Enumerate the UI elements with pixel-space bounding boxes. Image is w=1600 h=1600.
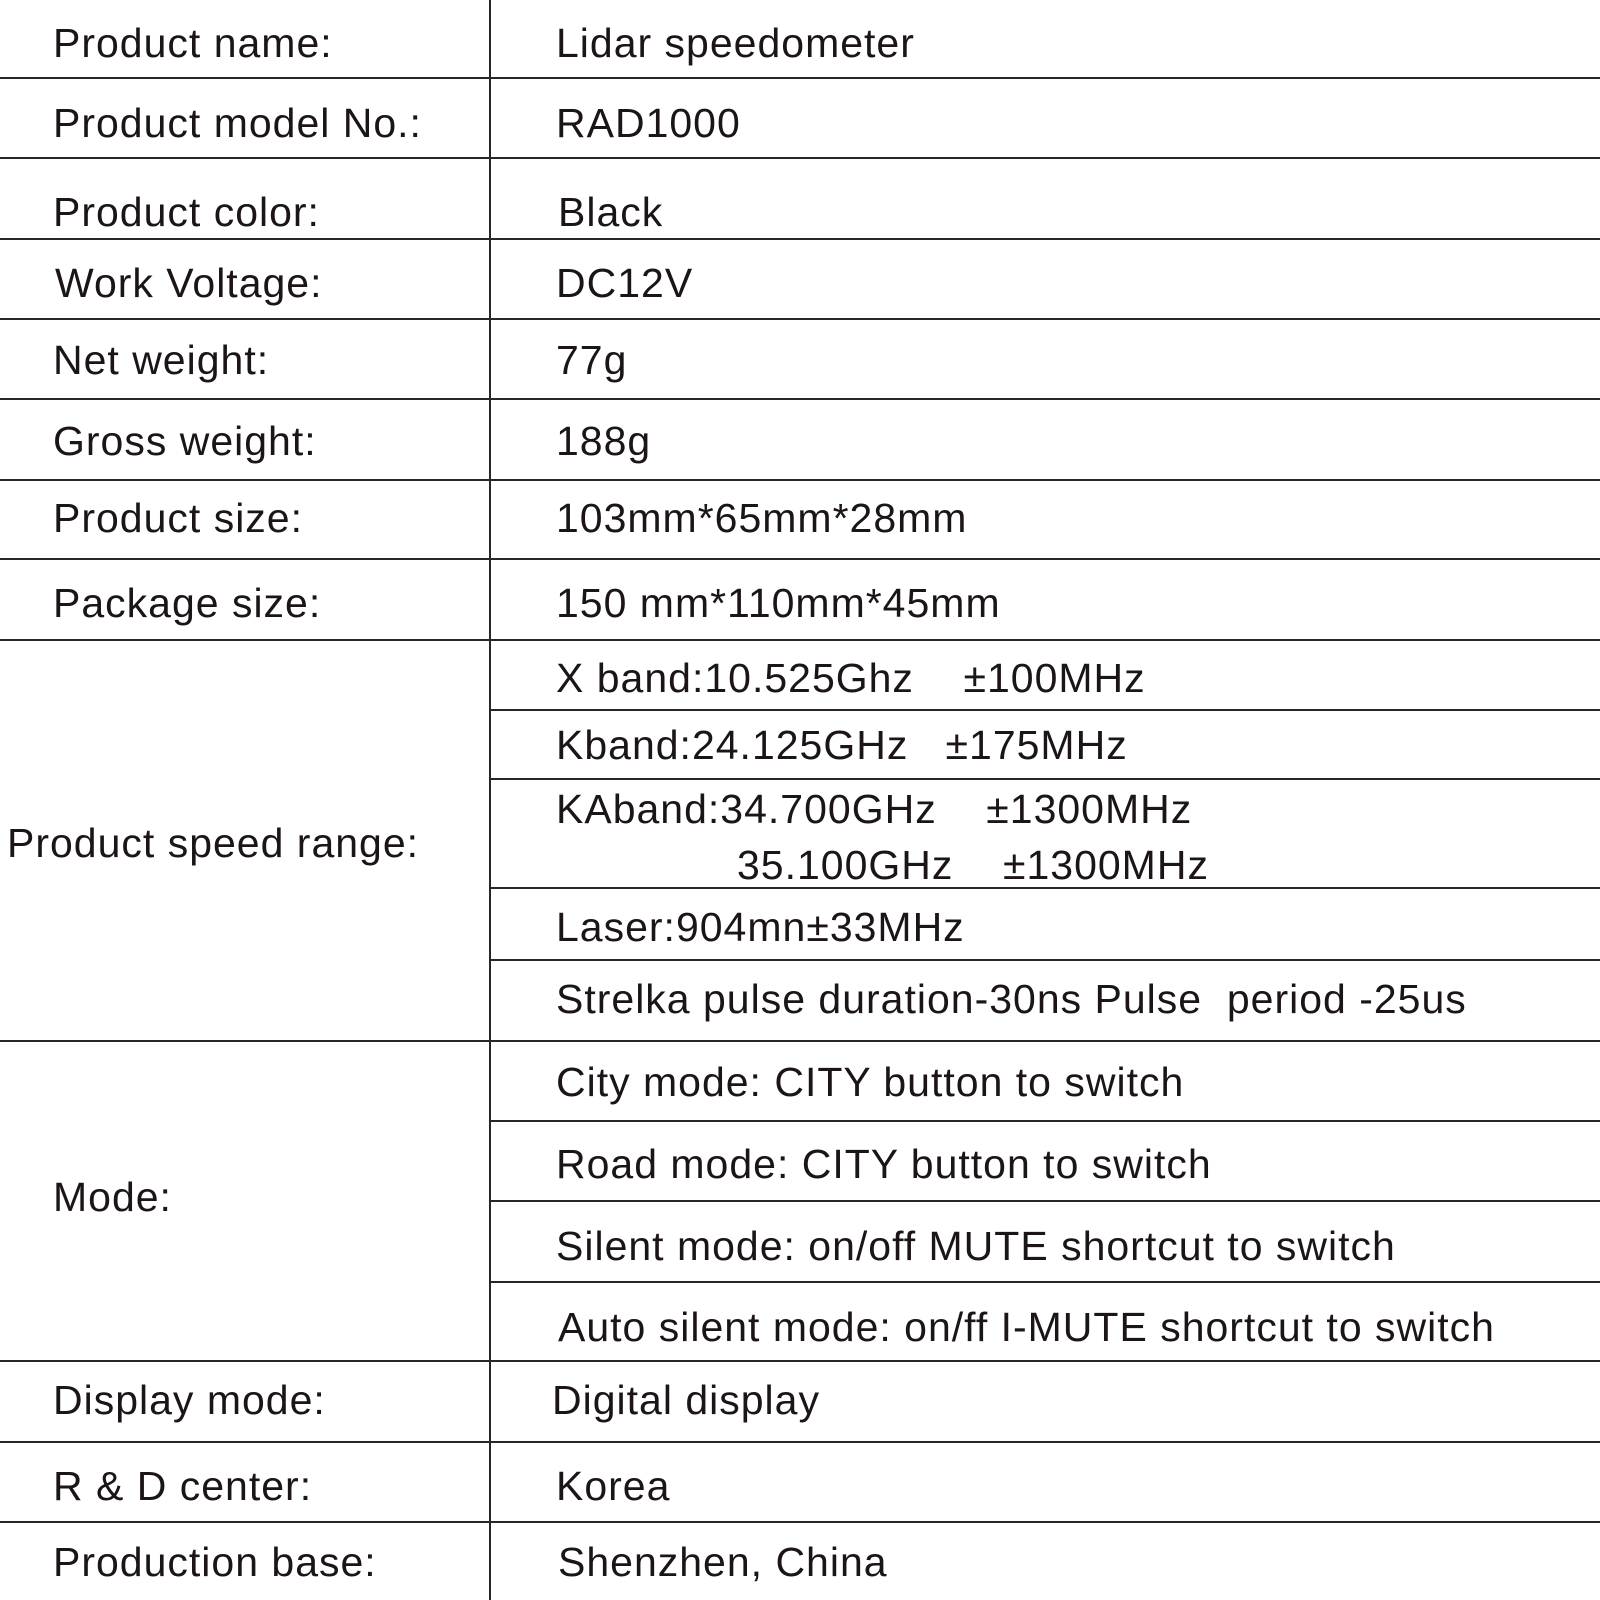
value-auto-silent-mode: Auto silent mode: on/ff I-MUTE shortcut … xyxy=(558,1304,1495,1350)
row-divider xyxy=(0,398,1600,400)
label-product-name: Product name: xyxy=(53,20,333,66)
label-display-mode: Display mode: xyxy=(53,1377,326,1423)
value-rd-center: Korea xyxy=(556,1463,671,1509)
row-divider xyxy=(490,1200,1600,1202)
value-gross-weight: 188g xyxy=(556,418,652,464)
row-divider xyxy=(490,778,1600,780)
label-speed-range: Product speed range: xyxy=(7,820,420,866)
row-divider xyxy=(0,1441,1600,1443)
value-display-mode: Digital display xyxy=(552,1377,820,1423)
value-city-mode: City mode: CITY button to switch xyxy=(556,1059,1185,1105)
label-gross-weight: Gross weight: xyxy=(53,418,317,464)
value-silent-mode: Silent mode: on/off MUTE shortcut to swi… xyxy=(556,1223,1396,1269)
label-color: Product color: xyxy=(53,189,320,235)
value-laser: Laser:904mn±33MHz xyxy=(556,904,965,950)
label-net-weight: Net weight: xyxy=(53,337,270,383)
value-color: Black xyxy=(558,189,664,235)
row-divider xyxy=(490,1281,1600,1283)
row-divider xyxy=(490,1120,1600,1122)
row-divider xyxy=(0,318,1600,320)
value-ka-band-2: 35.100GHz ±1300MHz xyxy=(737,842,1209,888)
column-divider xyxy=(489,0,491,1600)
value-x-band: X band:10.525Ghz ±100MHz xyxy=(556,655,1146,701)
row-divider xyxy=(0,77,1600,79)
label-product-size: Product size: xyxy=(53,495,303,541)
row-divider xyxy=(0,1040,1600,1042)
value-model: RAD1000 xyxy=(556,100,741,146)
label-model: Product model No.: xyxy=(53,100,422,146)
value-k-band: Kband:24.125GHz ±175MHz xyxy=(556,722,1128,768)
value-strelka: Strelka pulse duration-30ns Pulse period… xyxy=(556,976,1467,1022)
row-divider xyxy=(490,887,1600,889)
row-divider xyxy=(0,238,1600,240)
value-ka-band: KAband:34.700GHz ±1300MHz xyxy=(556,786,1193,832)
value-product-size: 103mm*65mm*28mm xyxy=(556,495,968,541)
value-production-base: Shenzhen, China xyxy=(558,1539,888,1585)
row-divider xyxy=(0,558,1600,560)
row-divider xyxy=(0,639,1600,641)
label-rd-center: R & D center: xyxy=(53,1463,313,1509)
label-voltage: Work Voltage: xyxy=(55,260,323,306)
value-net-weight: 77g xyxy=(556,337,628,383)
label-mode: Mode: xyxy=(53,1174,172,1220)
label-production-base: Production base: xyxy=(53,1539,377,1585)
row-divider xyxy=(0,157,1600,159)
label-package-size: Package size: xyxy=(53,580,322,626)
row-divider xyxy=(0,1521,1600,1523)
row-divider xyxy=(0,479,1600,481)
value-package-size: 150 mm*110mm*45mm xyxy=(556,580,1001,626)
row-divider xyxy=(490,709,1600,711)
value-product-name: Lidar speedometer xyxy=(556,20,915,66)
value-road-mode: Road mode: CITY button to switch xyxy=(556,1141,1212,1187)
value-voltage: DC12V xyxy=(556,260,694,306)
row-divider xyxy=(490,959,1600,961)
row-divider xyxy=(0,1360,1600,1362)
